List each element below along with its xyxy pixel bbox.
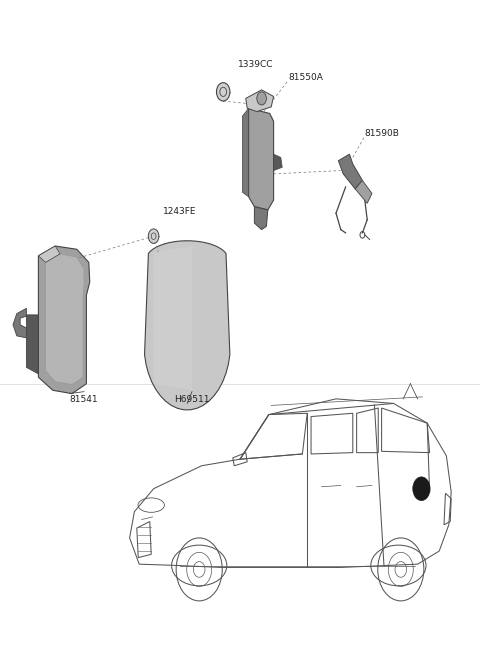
Text: 1339CC: 1339CC	[238, 60, 273, 69]
Polygon shape	[274, 154, 282, 171]
Text: 81590B: 81590B	[365, 129, 400, 138]
Polygon shape	[26, 315, 38, 374]
Polygon shape	[144, 241, 230, 410]
Polygon shape	[254, 207, 268, 230]
Polygon shape	[249, 108, 274, 210]
Polygon shape	[154, 246, 192, 390]
Text: 81541: 81541	[70, 395, 98, 404]
Circle shape	[413, 477, 430, 501]
Polygon shape	[46, 254, 84, 384]
Text: 81550A: 81550A	[288, 73, 323, 82]
Polygon shape	[13, 308, 26, 338]
Text: H69511: H69511	[174, 395, 210, 404]
Circle shape	[216, 83, 230, 101]
Polygon shape	[246, 90, 274, 112]
Polygon shape	[38, 246, 90, 394]
Polygon shape	[242, 108, 249, 197]
Circle shape	[257, 92, 266, 105]
Polygon shape	[355, 180, 372, 203]
Text: 1243FE: 1243FE	[163, 207, 197, 216]
Polygon shape	[338, 154, 362, 189]
Polygon shape	[38, 246, 60, 262]
Circle shape	[148, 229, 159, 243]
